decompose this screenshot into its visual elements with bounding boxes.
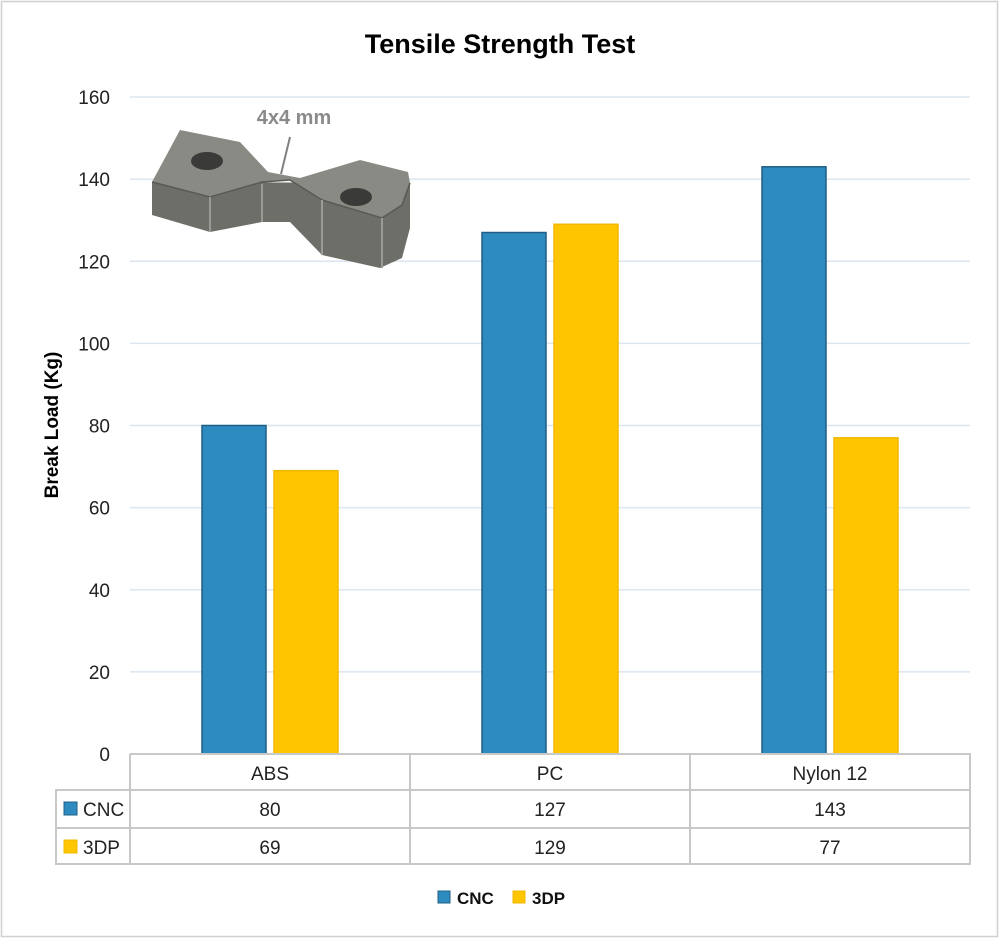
table-value: 80 — [259, 800, 280, 821]
gridlines — [130, 96, 970, 673]
bar-cnc-pc — [481, 231, 547, 755]
table-legend-key — [63, 839, 78, 854]
bar-cnc-nylon-12 — [761, 166, 827, 755]
table-value: 129 — [534, 838, 566, 859]
bar-cnc-abs — [201, 424, 267, 755]
table-value: 69 — [259, 838, 280, 859]
y-tick-label: 40 — [89, 581, 110, 602]
y-axis-ticks: 0 20 40 60 80 100 120 140 160 — [78, 88, 110, 766]
legend-key-cnc — [437, 890, 451, 904]
chart-title: Tensile Strength Test — [365, 29, 636, 59]
y-tick-label: 0 — [99, 745, 110, 766]
legend-label: 3DP — [532, 889, 565, 908]
legend: CNC 3DP — [437, 889, 565, 908]
table-value: 127 — [534, 800, 566, 821]
specimen-annotation: 4x4 mm — [257, 107, 332, 129]
y-tick-label: 20 — [89, 663, 110, 684]
table-legend-key — [63, 801, 78, 816]
table-value: 77 — [819, 838, 840, 859]
y-tick-label: 80 — [89, 417, 110, 438]
y-tick-label: 120 — [78, 252, 110, 273]
table-value: 143 — [814, 800, 846, 821]
table-series-label: 3DP — [83, 838, 120, 859]
y-tick-label: 160 — [78, 88, 110, 109]
legend-label: CNC — [457, 889, 494, 908]
y-tick-label: 60 — [89, 499, 110, 520]
bar-3dp-nylon-12 — [833, 437, 899, 755]
category-label: Nylon 12 — [793, 764, 868, 785]
y-tick-label: 140 — [78, 170, 110, 191]
table-series-label: CNC — [83, 800, 124, 821]
legend-key-3dp — [512, 890, 526, 904]
y-tick-label: 100 — [78, 334, 110, 355]
bar-3dp-pc — [553, 223, 619, 755]
category-label: ABS — [251, 764, 289, 785]
data-table: ABS PC Nylon 12 CNC 80 127 143 3DP 69 129 77 — [55, 753, 971, 865]
y-axis-label: Break Load (Kg) — [42, 352, 63, 499]
category-label: PC — [537, 764, 563, 785]
specimen-image: 4x4 mm — [151, 107, 411, 268]
bar-3dp-abs — [273, 469, 339, 755]
